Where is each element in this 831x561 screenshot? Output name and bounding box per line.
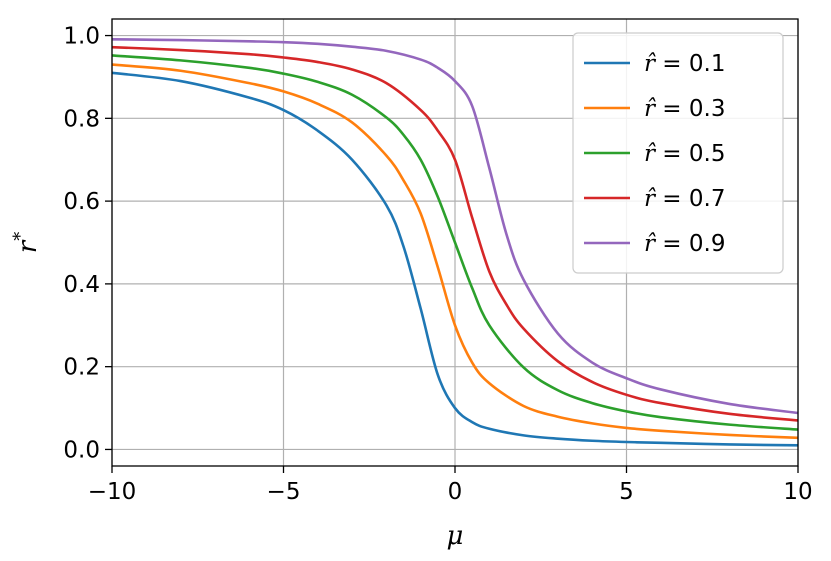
y-tick-label: 0.4 [63, 272, 100, 298]
series-line-3 [111, 54, 799, 431]
series-line-2 [111, 63, 799, 440]
legend: r̂ = 0.1 r̂ = 0.3 r̂ = 0.5 r̂ = 0.7 r̂ = 0.9 [572, 32, 784, 274]
legend-box [572, 32, 784, 274]
plot-area [111, 37, 799, 447]
x-axis-label: μ [447, 521, 464, 551]
series-line-5 [111, 37, 799, 415]
y-tick-label: 1.0 [63, 24, 100, 50]
legend-label-3: r̂ = 0.5 [644, 141, 725, 167]
axis-ticks: −10 −5 0 5 10 0.0 0.2 0.4 0.6 0.8 1.0 [63, 24, 812, 505]
legend-label-1: r̂ = 0.1 [644, 51, 725, 77]
y-tick-label: 0.2 [63, 355, 100, 381]
y-tick-label: 0.8 [63, 106, 100, 132]
y-axis-label: r* [10, 232, 43, 253]
series-line-1 [111, 71, 799, 447]
x-tick-label: −5 [267, 479, 301, 505]
legend-label-5: r̂ = 0.9 [644, 231, 725, 257]
legend-label-4: r̂ = 0.7 [644, 186, 725, 212]
x-tick-label: 10 [783, 479, 812, 505]
y-tick-label: 0.6 [63, 189, 100, 215]
y-tick-label: 0.0 [63, 437, 100, 463]
x-tick-label: −10 [88, 479, 137, 505]
legend-label-2: r̂ = 0.3 [644, 96, 725, 122]
series-line-4 [111, 45, 799, 422]
x-tick-label: 5 [619, 479, 634, 505]
x-tick-label: 0 [448, 479, 463, 505]
